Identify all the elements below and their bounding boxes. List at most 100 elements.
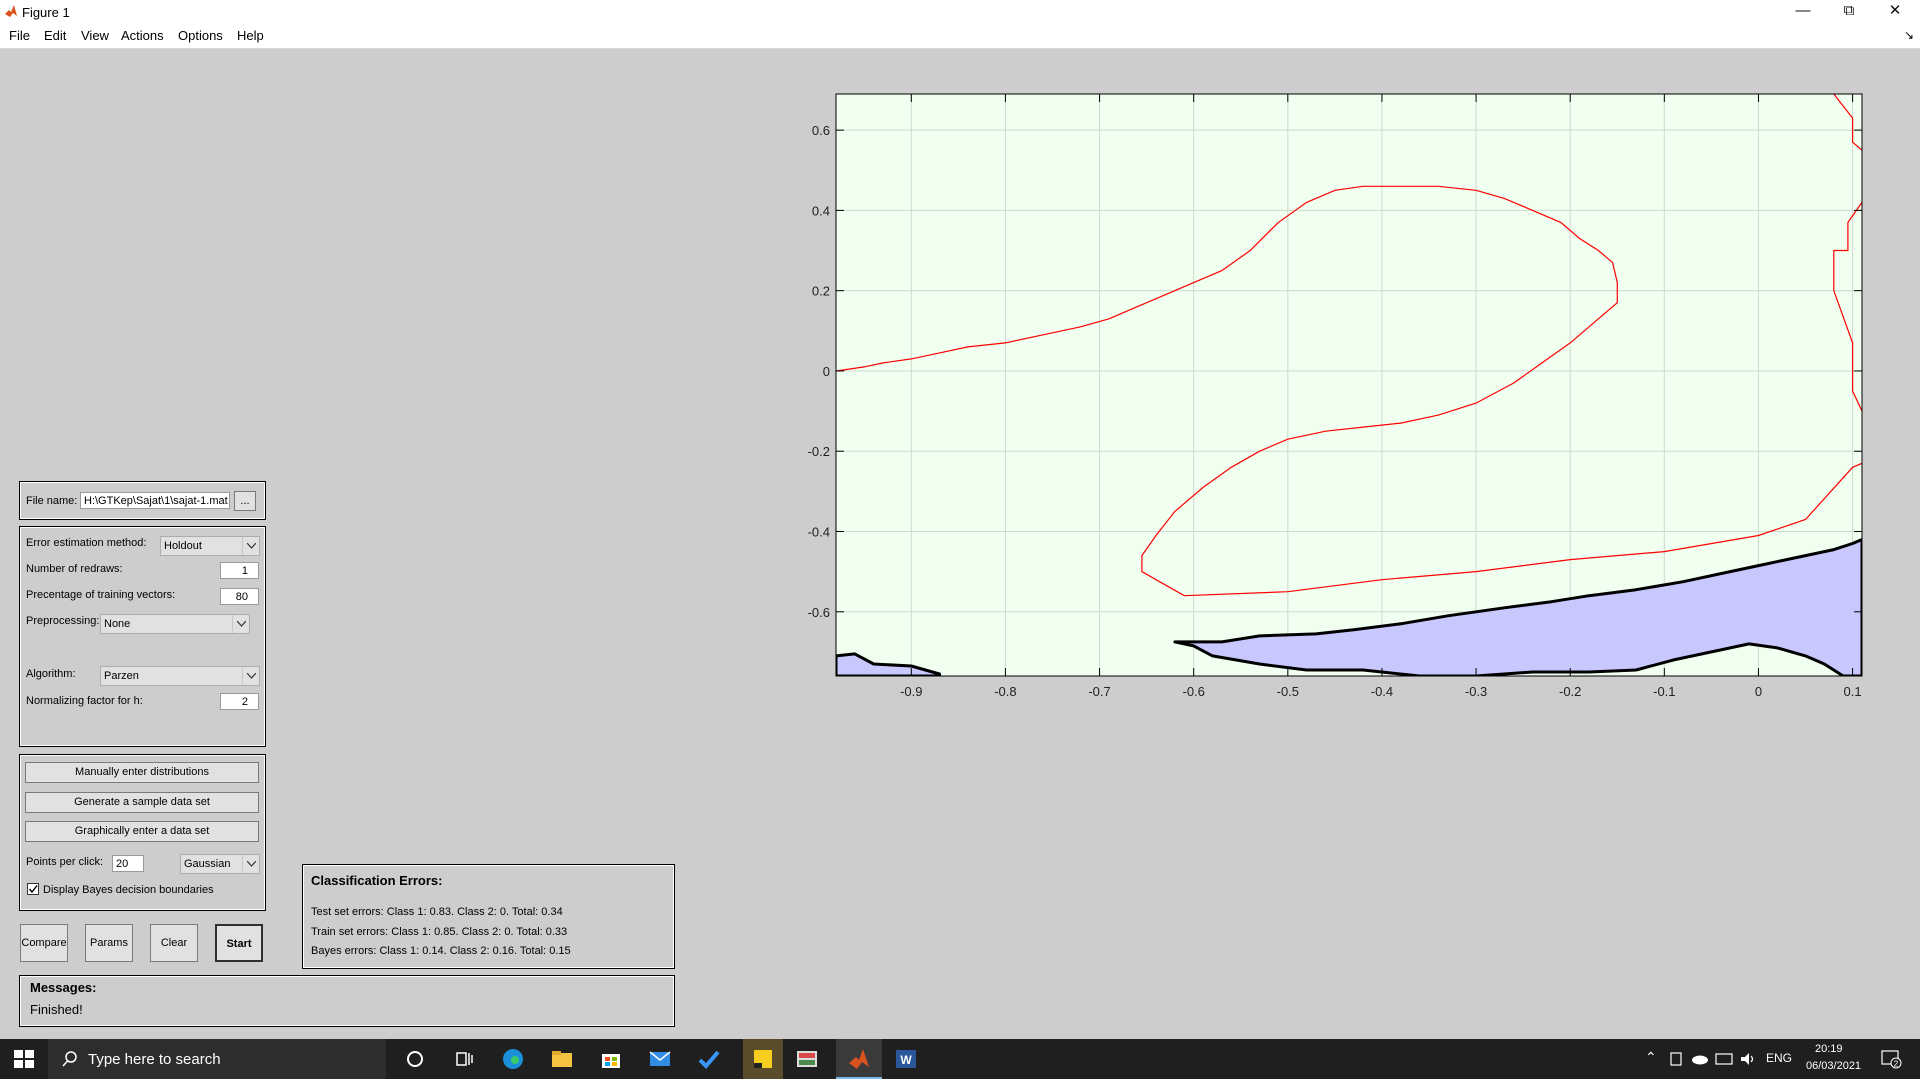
bayes-decision-region: [836, 652, 941, 676]
x-tick-label: 0.1: [1844, 684, 1862, 699]
matlab-icon: [5, 5, 17, 17]
error-method-select[interactable]: Holdout: [160, 536, 260, 556]
classification-errors-panel: Classification Errors: Test set errors: …: [302, 864, 675, 969]
tray-device-icon[interactable]: [1668, 1051, 1684, 1067]
bayes-label: Display Bayes decision boundaries: [43, 884, 214, 896]
classifier-decision-boundary: [1833, 202, 1862, 412]
y-tick-label: -0.2: [808, 444, 830, 459]
matlab-taskbar-tile[interactable]: [836, 1039, 882, 1079]
bayes-errors-text: Bayes errors: Class 1: 0.14. Class 2: 0.…: [311, 945, 571, 957]
tray-chevron-up-icon[interactable]: ⌃: [1645, 1049, 1657, 1065]
algorithm-select[interactable]: Parzen: [100, 666, 260, 686]
messages-panel: Messages: Finished!: [19, 975, 675, 1027]
x-tick-label: -0.4: [1371, 684, 1393, 699]
svg-text:W: W: [900, 1053, 912, 1067]
search-placeholder: Type here to search: [88, 1051, 221, 1068]
file-name-input[interactable]: H:\GTKep\Sajat\1\sajat-1.mat: [80, 492, 230, 509]
minimize-button[interactable]: —: [1795, 2, 1811, 19]
close-button[interactable]: ✕: [1888, 2, 1902, 19]
clock-time[interactable]: 20:19: [1815, 1043, 1843, 1055]
file-panel: File name: H:\GTKep\Sajat\1\sajat-1.mat …: [19, 481, 266, 520]
start-button[interactable]: Start: [215, 924, 263, 962]
training-pct-input[interactable]: 80: [220, 588, 259, 605]
sticky-notes-icon: [754, 1050, 772, 1068]
points-per-click-input[interactable]: 20: [112, 855, 144, 872]
params-button[interactable]: Params: [85, 924, 133, 962]
cortana-icon[interactable]: [403, 1047, 427, 1071]
file-explorer-icon[interactable]: [550, 1047, 574, 1071]
training-pct-label: Precentage of training vectors:: [26, 589, 176, 601]
mail-icon[interactable]: [648, 1047, 672, 1071]
axes-frame: [835, 93, 1863, 677]
settings-panel: Error estimation method: Holdout Number …: [19, 526, 266, 747]
y-tick-label: -0.6: [808, 605, 830, 620]
menu-options[interactable]: Options: [178, 28, 223, 43]
distribution-select[interactable]: Gaussian: [180, 854, 260, 874]
chevron-down-icon: [242, 667, 259, 685]
menu-help[interactable]: Help: [237, 28, 264, 43]
browse-button[interactable]: ...: [234, 491, 256, 511]
y-tick-label: 0.6: [812, 123, 830, 138]
data-panel: Manually enter distributions Generate a …: [19, 754, 266, 911]
points-per-click-label: Points per click:: [26, 856, 104, 868]
sticky-notes-tile[interactable]: [743, 1039, 783, 1079]
todo-icon[interactable]: [697, 1047, 721, 1071]
store-icon[interactable]: [599, 1047, 623, 1071]
taskbar: Type here to search W ⌃ ENG 20:19 06/03/…: [0, 1039, 1920, 1079]
h-factor-input[interactable]: 2: [220, 693, 259, 710]
chevron-down-icon: [242, 537, 259, 555]
onedrive-icon[interactable]: [1691, 1052, 1709, 1066]
plot-content: [836, 94, 1862, 676]
x-tick-label: -0.6: [1182, 684, 1204, 699]
menu-file[interactable]: File: [9, 28, 30, 43]
bayes-decision-region: [1173, 538, 1862, 676]
photos-icon[interactable]: [795, 1047, 819, 1071]
menu-bar: File Edit View Actions Options Help ↘: [0, 24, 1920, 49]
x-tick-label: -0.8: [994, 684, 1016, 699]
h-factor-label: Normalizing factor for h:: [26, 695, 143, 707]
task-view-icon[interactable]: [452, 1047, 476, 1071]
dock-arrow-icon[interactable]: ↘: [1903, 28, 1914, 42]
edge-icon[interactable]: [501, 1047, 525, 1071]
clock-date[interactable]: 06/03/2021: [1806, 1060, 1862, 1072]
errors-title: Classification Errors:: [311, 873, 443, 888]
restore-button[interactable]: ⧉: [1843, 2, 1855, 19]
x-tick-label: -0.2: [1559, 684, 1581, 699]
graphical-dataset-button[interactable]: Graphically enter a data set: [25, 821, 259, 842]
generate-dataset-button[interactable]: Generate a sample data set: [25, 792, 259, 813]
y-tick-label: 0.4: [812, 203, 830, 218]
windows-start-icon[interactable]: [12, 1047, 36, 1071]
menu-actions[interactable]: Actions: [121, 28, 164, 43]
test-errors-text: Test set errors: Class 1: 0.83. Class 2:…: [311, 906, 563, 918]
error-method-value: Holdout: [164, 540, 202, 552]
train-errors-text: Train set errors: Class 1: 0.85. Class 2…: [311, 926, 568, 938]
y-tick-label: 0.2: [812, 284, 830, 299]
redraws-input[interactable]: 1: [220, 562, 259, 579]
menu-view[interactable]: View: [81, 28, 109, 43]
word-icon[interactable]: W: [894, 1047, 918, 1071]
redraws-label: Number of redraws:: [26, 563, 123, 575]
compare-button[interactable]: Compare: [20, 924, 68, 962]
menu-edit[interactable]: Edit: [44, 28, 67, 43]
decision-boundary-plot[interactable]: -0.9 -0.8 -0.7 -0.6 -0.5 -0.4 -0.3 -0.2 -0.1 0 0.1…: [0, 0, 1920, 720]
notification-icon[interactable]: 2: [1880, 1049, 1902, 1069]
language-indicator[interactable]: ENG: [1766, 1051, 1793, 1065]
y-tick-label: 0: [823, 364, 830, 379]
chevron-down-icon: [242, 855, 259, 873]
matlab-icon: [849, 1049, 869, 1069]
x-tick-label: -0.7: [1088, 684, 1110, 699]
title-bar: Figure 1 — ⧉ ✕: [0, 0, 1920, 24]
network-icon[interactable]: [1715, 1051, 1733, 1067]
bayes-checkbox[interactable]: [27, 883, 39, 895]
window-title: Figure 1: [22, 5, 70, 20]
algorithm-label: Algorithm:: [26, 668, 76, 680]
x-tick-label: 0: [1755, 684, 1762, 699]
search-box[interactable]: Type here to search: [48, 1039, 386, 1079]
file-name-label: File name:: [26, 495, 78, 507]
manual-distributions-button[interactable]: Manually enter distributions: [25, 762, 259, 783]
x-tick-label: -0.3: [1465, 684, 1487, 699]
clear-button[interactable]: Clear: [150, 924, 198, 962]
volume-icon[interactable]: [1739, 1051, 1757, 1067]
chevron-down-icon: [232, 615, 249, 633]
preprocessing-select[interactable]: None: [100, 614, 250, 634]
